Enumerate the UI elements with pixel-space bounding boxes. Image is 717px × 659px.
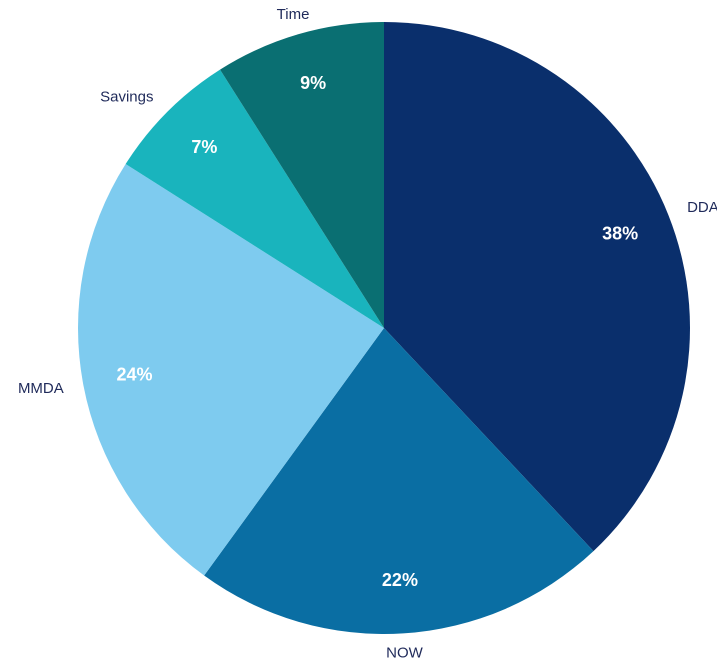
pie-slice — [384, 22, 691, 552]
pie-slice — [220, 22, 384, 328]
value-label: 24% — [117, 364, 153, 384]
pie-slice — [125, 69, 385, 329]
value-label: 38% — [602, 223, 638, 243]
value-label: 7% — [191, 137, 217, 157]
category-label: MMDA — [18, 380, 64, 397]
category-label: Time — [277, 6, 310, 23]
category-label: NOW — [386, 644, 424, 659]
category-label: DDA — [687, 199, 717, 216]
pie-slice — [204, 328, 594, 634]
category-label: Savings — [100, 88, 153, 105]
pie-slice — [77, 164, 384, 576]
value-label: 22% — [382, 570, 418, 590]
value-label: 9% — [300, 73, 326, 93]
